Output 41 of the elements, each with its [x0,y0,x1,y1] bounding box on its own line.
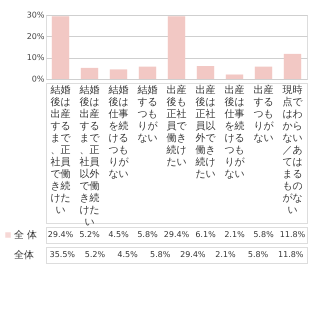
text: 5.8% [150,250,171,259]
data-label: 5.8% [137,230,158,239]
data-label: 29.4% [48,230,74,239]
bar [80,68,98,79]
y-tick-label: 30% [26,10,45,20]
bar [138,66,156,79]
x-tick-label: 出産後は正社員以外で働き続けたい [194,84,216,180]
data-label: 6.1% [195,230,216,239]
bar [254,66,272,79]
text: 4.5% [117,250,138,259]
text: 5.8% [248,250,269,259]
text: 35.5% [50,250,76,259]
data-label: 5.2% [79,230,100,239]
category-label: 結婚後は出産するまで、正社員で働き続けたい [50,85,70,216]
data-label: 29.4% [164,230,190,239]
x-tick-label: 出産後も正社員で働き続けたい [166,84,188,168]
y-tick-label: 20% [26,32,45,41]
data-label: 11.8% [280,230,306,239]
bar [110,69,128,79]
text: 全体 [14,249,34,261]
text: 2.1% [215,250,236,259]
bar [168,16,186,79]
bar [196,66,214,79]
x-tick-label: 出産するつもりがない [254,84,274,144]
text: 5.2% [84,250,106,259]
legend-label: 全 体 [14,229,38,241]
category-label: 結婚後は出産するまで、正社員以外で働き続けたい [80,85,100,228]
x-tick-label: 出産後は仕事を続けるつもりがない [224,84,246,180]
y-tick-label: 0% [32,74,45,84]
x-tick-label: 結婚後は仕事を続けるつもりがない [108,85,130,180]
text: 29.4% [180,250,206,259]
data-label: 2.1% [224,230,246,239]
category-label: 現時点ではわからない／あてはまるものがない [282,85,302,216]
bar [226,74,244,79]
bar [52,16,70,79]
y-tick-label: 10% [26,53,45,62]
text: 11.8% [278,250,304,259]
x-tick-label: 結婚するつもりがない [136,85,158,144]
bar [284,54,302,79]
data-label: 5.8% [253,230,274,239]
data-label: 4.5% [108,230,130,239]
